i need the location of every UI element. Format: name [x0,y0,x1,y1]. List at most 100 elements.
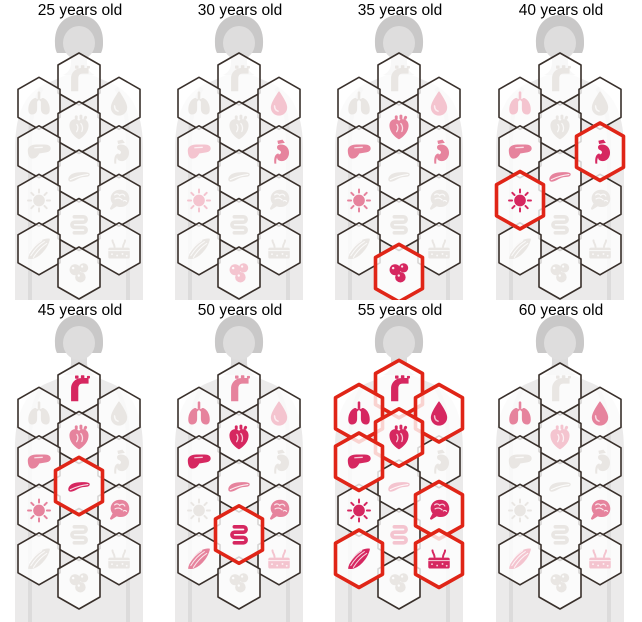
hex-muscle [498,222,542,276]
hex-immune [498,483,542,538]
liver-icon [508,144,532,159]
panel-60-years-old: 60 years old [480,300,642,622]
adipose-icon [550,573,570,593]
heart-icon [550,114,570,140]
hex-kidney [578,435,622,489]
pancreas-icon [68,172,90,182]
hex-adipose [217,246,261,300]
adipose-icon [69,573,89,593]
lungs-icon [509,401,531,425]
kidney-icon [114,139,130,164]
brain-icon [109,499,130,520]
intestine-icon [551,524,569,545]
hex-artery [57,362,101,416]
adipose-icon [389,573,409,593]
lungs-icon [188,401,210,425]
hex-skin [578,222,622,276]
hex-blood [257,76,301,131]
adipose-icon [550,263,570,283]
pancreas-icon [228,482,250,492]
blood-drop-icon [430,91,448,116]
panel-45-years-old: 45 years old [0,300,160,622]
panel-age-title: 25 years old [37,2,123,19]
brain-icon [429,189,450,210]
intestine-icon [70,524,88,545]
hex-artery [538,52,582,106]
skin-icon [108,549,130,569]
blood-drop-icon [430,401,448,426]
hex-heart [217,100,261,155]
lungs-icon [28,401,50,425]
adipose-icon [229,263,249,283]
aorta-icon [71,375,90,402]
hex-artery [538,362,582,416]
pancreas-icon [68,482,90,492]
brain-icon [590,189,611,210]
hex-blood [417,76,461,131]
hex-heart [538,410,582,465]
hex-intestine [538,507,582,562]
hex-liver [177,125,221,179]
hex-brain [578,483,622,538]
lungs-icon [509,91,531,115]
hex-skin [257,222,301,276]
hex-kidney [257,435,301,489]
hex-pancreas [57,149,101,203]
kidney-icon [434,449,450,474]
hex-artery [377,52,421,106]
hex-blood-highlighted [413,382,465,444]
panel-graphic [333,315,465,622]
liver-icon [27,144,51,159]
hex-muscle [337,222,381,276]
heart-icon [229,114,249,140]
hex-liver [17,125,61,179]
hex-lung [498,386,542,441]
hex-brain [578,173,622,228]
hex-brain [97,173,141,228]
hex-artery [217,362,261,416]
heart-icon [389,424,409,450]
hex-muscle-highlighted [333,528,385,590]
hex-blood [578,76,622,131]
hex-pancreas-highlighted [53,455,105,517]
hex-muscle [17,532,61,586]
pancreas-icon [228,172,250,182]
kidney-icon [114,449,130,474]
immune-cell-icon [347,498,371,523]
hex-liver-highlighted [333,431,385,493]
kidney-icon [274,139,290,164]
hex-brain [417,173,461,228]
hex-lung [498,76,542,131]
pancreas-icon [549,482,571,492]
intestine-icon [390,524,408,545]
hex-adipose [57,246,101,300]
skin-icon [268,239,290,259]
hex-adipose [217,556,261,610]
panel-graphic [15,315,143,622]
panel-30-years-old: 30 years old [160,0,320,300]
hex-brain [257,173,301,228]
liver-icon [347,144,371,159]
skin-icon [428,239,450,259]
liver-icon [187,144,211,159]
hex-lung [337,76,381,131]
blood-drop-icon [591,91,609,116]
hex-pancreas [217,459,261,513]
hex-lung [177,76,221,131]
hex-pancreas [538,459,582,513]
hex-liver [498,435,542,489]
aorta-icon [552,65,571,92]
muscle-icon [348,238,370,260]
immune-cell-icon [508,188,532,213]
muscle-icon [509,548,531,570]
aorta-icon [71,65,90,92]
hex-kidney [417,125,461,179]
brain-icon [429,499,450,520]
kidney-icon [595,139,611,164]
intestine-icon [390,214,408,235]
intestine-icon [230,524,248,545]
panel-25-years-old: 25 years old [0,0,160,300]
muscle-icon [28,238,50,260]
lungs-icon [348,91,370,115]
blood-drop-icon [110,401,128,426]
